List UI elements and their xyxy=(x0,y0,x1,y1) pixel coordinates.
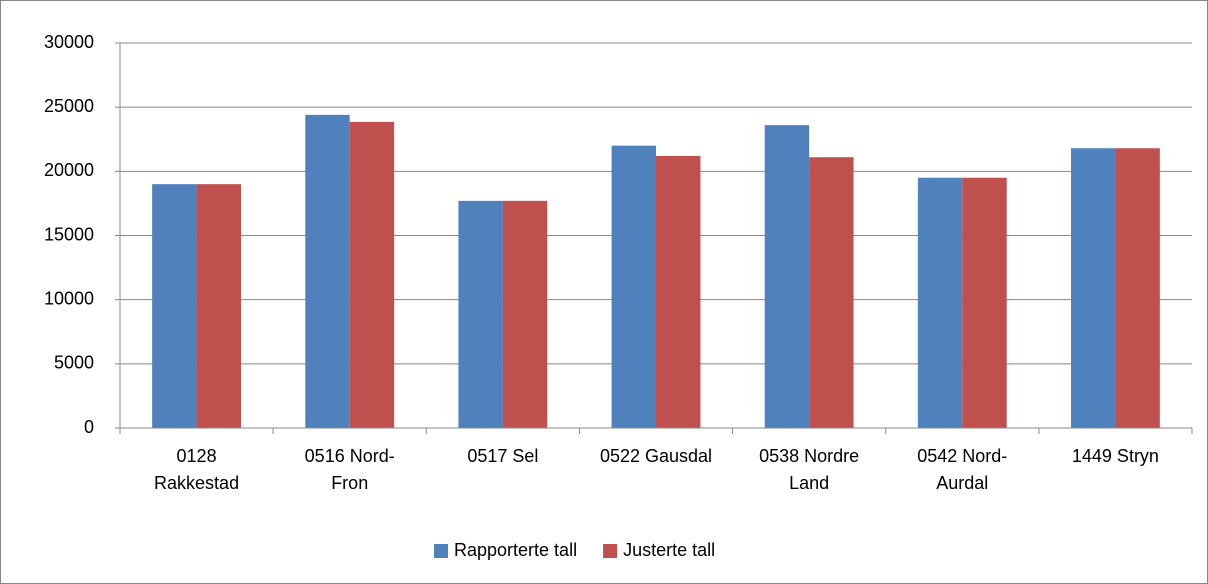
x-tick-label: 0128 Rakkestad xyxy=(154,446,240,493)
bar xyxy=(764,125,810,428)
y-tick-label: 20000 xyxy=(44,160,94,180)
bar xyxy=(502,200,548,428)
x-tick-label: 0538 Nordre Land xyxy=(759,446,860,493)
bar xyxy=(917,177,963,428)
legend-label: Rapporterte tall xyxy=(454,540,577,560)
y-tick-label: 10000 xyxy=(44,288,94,308)
bar xyxy=(349,121,395,429)
bar xyxy=(458,200,503,428)
bar xyxy=(809,157,854,428)
x-tick-label: 0516 Nord-Fron xyxy=(304,446,395,493)
bar xyxy=(305,114,350,428)
x-tick-label: 0542 Nord-Aurdal xyxy=(917,446,1008,493)
bar xyxy=(196,184,241,428)
bar xyxy=(1115,148,1160,428)
x-tick-label: 0517 Sel xyxy=(467,446,539,466)
y-tick-label: 30000 xyxy=(44,32,94,52)
y-tick-label: 0 xyxy=(84,417,94,437)
y-tick-label: 5000 xyxy=(54,353,94,373)
legend-swatch xyxy=(603,544,618,558)
bar xyxy=(611,145,656,428)
bar xyxy=(962,177,1007,428)
x-tick-label: 0522 Gausdal xyxy=(599,446,713,466)
x-tick-label: 1449 Stryn xyxy=(1071,446,1159,466)
bar xyxy=(656,155,701,428)
bar xyxy=(152,184,197,428)
y-tick-label: 25000 xyxy=(44,96,94,116)
y-tick-label: 15000 xyxy=(44,224,94,244)
bar xyxy=(1071,148,1116,428)
legend-swatch xyxy=(434,544,448,558)
legend-label: Justerte tall xyxy=(623,540,715,560)
